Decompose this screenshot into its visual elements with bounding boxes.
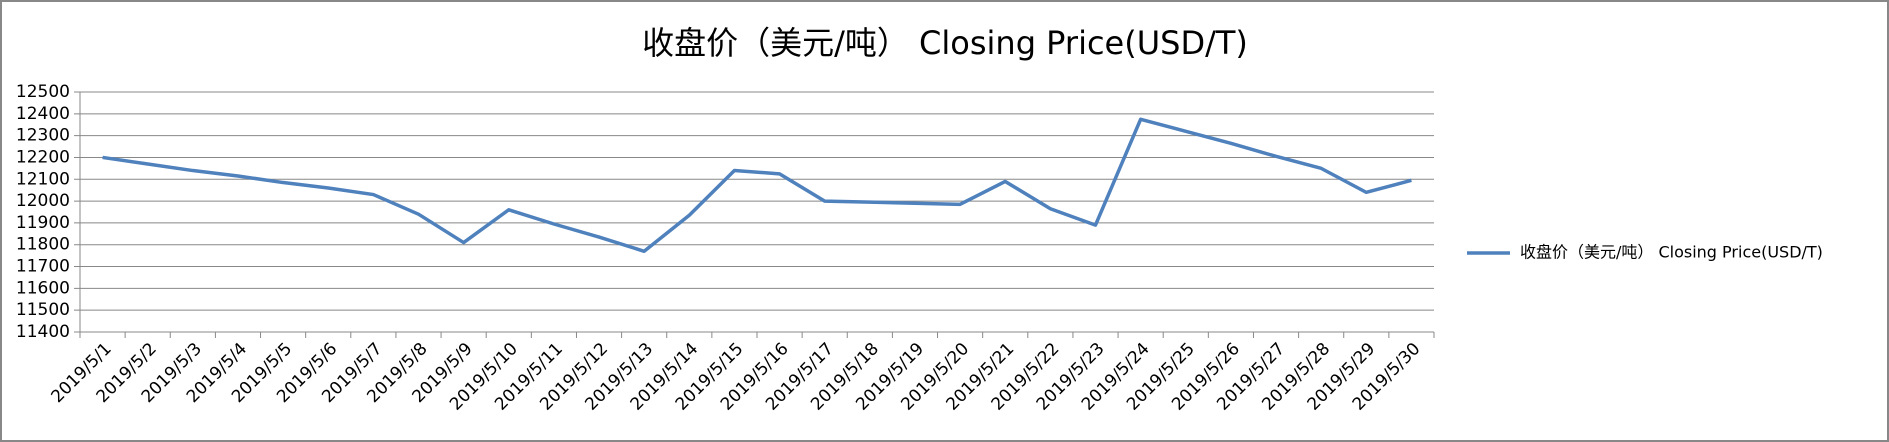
line-series (102, 117, 1412, 254)
y-tick-label: 12000 (16, 191, 70, 211)
y-tick-label: 11400 (16, 322, 70, 342)
legend-label: 收盘价（美元/吨） Closing Price(USD/T) (1520, 243, 1823, 262)
y-tick-label: 11600 (16, 278, 70, 298)
y-tick-label: 12100 (16, 169, 70, 189)
y-tick-label: 11700 (16, 257, 70, 277)
chart-title: 收盘价（美元/吨） Closing Price(USD/T) (642, 24, 1248, 62)
y-tick-label: 11800 (16, 235, 70, 255)
y-tick-label: 11900 (16, 213, 70, 233)
y-tick-label: 11500 (16, 300, 70, 320)
y-tick-label: 12500 (16, 82, 70, 102)
y-tick-label: 12400 (16, 104, 70, 124)
y-tick-label: 12200 (16, 147, 70, 167)
y-tick-label: 12300 (16, 126, 70, 146)
